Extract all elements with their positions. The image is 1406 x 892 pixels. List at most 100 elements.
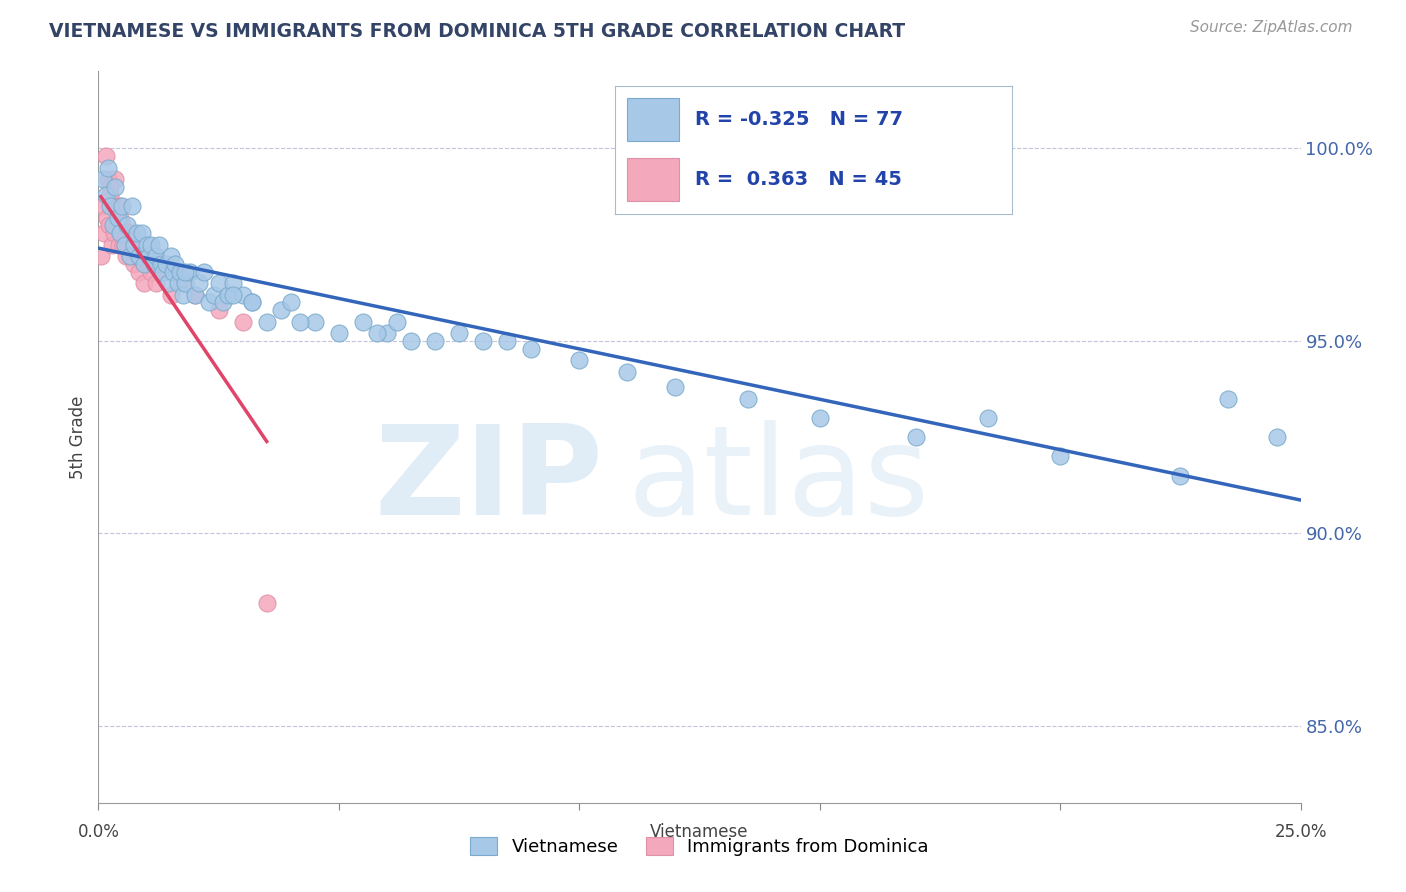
Point (174, 264, 197, 278)
Point (117, 219, 139, 233)
Point (100, 187, 122, 202)
Point (152, 264, 174, 278)
Point (141, 237, 163, 252)
Point (100, 199, 122, 213)
Point (91, 199, 114, 213)
Point (131, 249, 153, 263)
Point (208, 303, 231, 318)
Point (664, 380, 686, 394)
Point (270, 303, 292, 318)
Point (159, 287, 181, 301)
Point (96, 211, 118, 225)
Point (304, 315, 326, 329)
Point (100, 179, 122, 194)
Point (97, 161, 120, 175)
Point (188, 276, 211, 290)
Point (97, 172, 120, 186)
Point (118, 226, 141, 240)
Point (108, 226, 131, 240)
Point (568, 353, 591, 368)
Point (103, 226, 125, 240)
Point (166, 276, 188, 290)
Point (101, 219, 124, 233)
Point (98, 219, 121, 233)
Point (145, 276, 167, 290)
Point (808, 410, 831, 425)
Point (183, 287, 205, 301)
Point (328, 326, 350, 340)
Point (157, 276, 180, 290)
Point (217, 287, 239, 301)
Point (117, 237, 139, 252)
Point (472, 334, 495, 348)
Text: 25.0%: 25.0% (1274, 822, 1327, 840)
Point (118, 249, 141, 263)
Point (101, 199, 124, 213)
Y-axis label: 5th Grade: 5th Grade (69, 395, 87, 479)
Point (111, 219, 134, 233)
Point (222, 287, 245, 301)
Text: atlas: atlas (627, 420, 929, 541)
Point (117, 226, 139, 240)
Point (737, 392, 759, 406)
Text: Vietnamese: Vietnamese (650, 822, 748, 840)
Point (120, 226, 142, 240)
Point (1218, 392, 1240, 406)
Point (135, 257, 157, 271)
Point (107, 211, 129, 225)
Point (124, 237, 146, 252)
Point (232, 315, 254, 329)
Point (121, 237, 143, 252)
Point (141, 264, 163, 278)
Point (121, 199, 143, 213)
Point (165, 257, 187, 271)
Point (208, 276, 231, 290)
Point (128, 249, 150, 263)
Point (135, 237, 157, 252)
Point (111, 199, 134, 213)
Point (114, 226, 136, 240)
Point (105, 219, 128, 233)
Point (131, 226, 153, 240)
Point (93, 226, 115, 240)
Text: ZIP: ZIP (374, 420, 603, 541)
Point (977, 410, 1000, 425)
Point (94, 187, 117, 202)
Point (110, 226, 132, 240)
Point (256, 596, 278, 610)
Point (1049, 450, 1071, 464)
Point (162, 264, 184, 278)
Point (124, 257, 146, 271)
Point (107, 199, 129, 213)
Legend: Vietnamese, Immigrants from Dominica: Vietnamese, Immigrants from Dominica (463, 830, 936, 863)
Point (366, 326, 388, 340)
Point (114, 237, 136, 252)
Point (118, 249, 141, 263)
Point (1265, 430, 1288, 444)
Point (616, 365, 638, 379)
Point (193, 264, 215, 278)
Point (447, 326, 470, 340)
Point (149, 257, 172, 271)
Text: VIETNAMESE VS IMMIGRANTS FROM DOMINICA 5TH GRADE CORRELATION CHART: VIETNAMESE VS IMMIGRANTS FROM DOMINICA 5… (49, 22, 905, 41)
Point (222, 276, 245, 290)
Text: Source: ZipAtlas.com: Source: ZipAtlas.com (1189, 20, 1353, 35)
Point (179, 264, 201, 278)
Point (385, 315, 408, 329)
Point (202, 287, 225, 301)
Point (375, 326, 398, 340)
Point (90, 249, 112, 263)
Point (198, 295, 221, 310)
Point (155, 257, 177, 271)
Point (107, 237, 129, 252)
Point (520, 342, 543, 356)
Point (125, 226, 148, 240)
Point (112, 237, 135, 252)
Point (138, 249, 160, 263)
Point (280, 295, 302, 310)
Point (904, 430, 927, 444)
Point (125, 249, 148, 263)
Point (108, 199, 131, 213)
Point (169, 264, 191, 278)
Point (108, 211, 131, 225)
